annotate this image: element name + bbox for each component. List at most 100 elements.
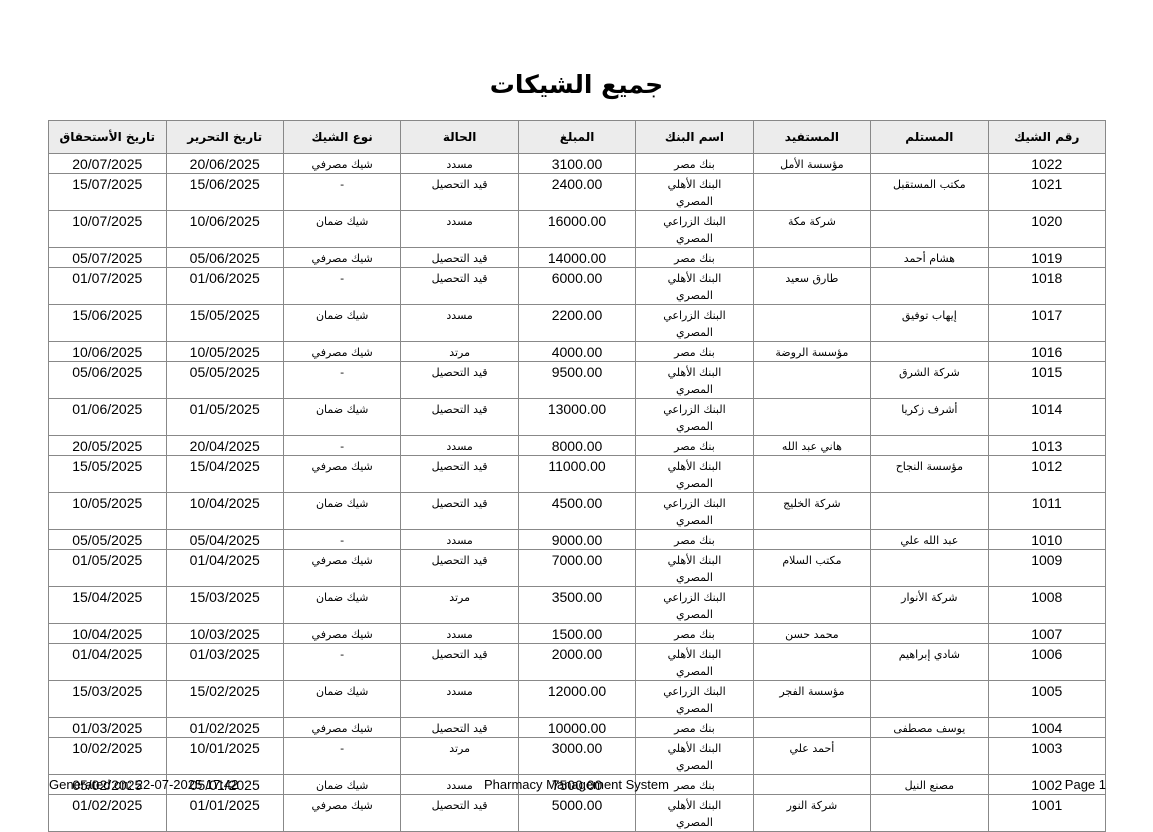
table-cell: شيك ضمان xyxy=(282,680,402,718)
table-cell: شيك مصرفي xyxy=(282,549,402,587)
table-cell: 1008 xyxy=(987,586,1107,624)
table-cell: بنك مصر xyxy=(635,247,754,268)
table-cell: 1005 xyxy=(987,680,1107,718)
table-cell: البنك الأهلي المصري xyxy=(635,455,754,493)
table-cell: 01/04/2025 xyxy=(165,549,284,587)
table-cell: 05/06/2025 xyxy=(48,361,167,399)
table-cell: شيك مصرفي xyxy=(282,247,402,268)
table-cell: أشرف زكريا xyxy=(870,398,989,436)
system-name: Pharmacy Management System xyxy=(484,777,669,792)
table-cell: 12000.00 xyxy=(517,680,637,718)
table-cell xyxy=(752,173,872,211)
table-cell: 20/07/2025 xyxy=(48,153,167,174)
bank-name: البنك الزراعي المصري xyxy=(663,591,726,621)
table-cell: البنك الأهلي المصري xyxy=(635,794,754,832)
table-cell: محمد حسن xyxy=(752,623,872,644)
table-cell: مسدد xyxy=(400,774,519,795)
table-cell: قيد التحصيل xyxy=(400,794,519,832)
table-cell: 15/06/2025 xyxy=(48,304,167,342)
table-cell: شيك مصرفي xyxy=(282,455,402,493)
table-cell: - xyxy=(282,361,402,399)
table-cell: شيك ضمان xyxy=(282,586,402,624)
table-cell: - xyxy=(282,529,402,550)
column-header: المبلغ xyxy=(517,120,637,154)
table-cell: 1011 xyxy=(987,492,1107,530)
table-cell xyxy=(870,549,989,587)
table-cell: شيك مصرفي xyxy=(282,717,402,738)
table-cell: مسدد xyxy=(400,304,519,342)
bank-name: البنك الزراعي المصري xyxy=(663,309,726,339)
table-cell: 5000.00 xyxy=(517,794,637,832)
table-cell: البنك الزراعي المصري xyxy=(635,398,754,436)
table-cell: شركة النور xyxy=(752,794,872,832)
table-cell: 15/07/2025 xyxy=(48,173,167,211)
header-row: رقم الشيك المستلم المستفيد اسم البنك المبلغ ا… xyxy=(48,120,1107,154)
table-body: 1022 مؤسسة الأمل بنك مصر 3100.00 مسدد شيك مصر… xyxy=(48,153,1107,832)
column-header: اسم البنك xyxy=(635,120,754,154)
table-cell: قيد التحصيل xyxy=(400,247,519,268)
column-header: المستلم xyxy=(870,120,989,154)
table-cell: البنك الأهلي المصري xyxy=(635,267,754,305)
table-cell: - xyxy=(282,173,402,211)
table-cell: 1019 xyxy=(987,247,1107,268)
table-cell: 1015 xyxy=(987,361,1107,399)
table-cell: قيد التحصيل xyxy=(400,361,519,399)
table-cell: - xyxy=(282,643,402,681)
table-cell: 01/03/2025 xyxy=(48,717,167,738)
table-cell: شيك ضمان xyxy=(282,492,402,530)
table-cell: البنك الأهلي المصري xyxy=(635,643,754,681)
table-cell: 11000.00 xyxy=(517,455,637,493)
table-cell: 01/02/2025 xyxy=(165,717,284,738)
bank-name: بنك مصر xyxy=(674,346,715,359)
table-cell: البنك الزراعي المصري xyxy=(635,586,754,624)
table-cell: 01/06/2025 xyxy=(48,398,167,436)
table-row: 1009 مكتب السلام البنك الأهلي المصري 7000.0… xyxy=(48,549,1107,587)
table-cell: 2200.00 xyxy=(517,304,637,342)
table-cell: 05/07/2025 xyxy=(48,247,167,268)
table-cell: مسدد xyxy=(400,680,519,718)
table-row: 1004 يوسف مصطفى بنك مصر 10000.00 قيد التحصيل… xyxy=(48,717,1107,738)
table-cell: 10/06/2025 xyxy=(165,210,284,248)
table-row: 1006 شادي إبراهيم البنك الأهلي المصري 2000.… xyxy=(48,643,1107,681)
column-header: الحالة xyxy=(400,120,519,154)
table-cell: 9500.00 xyxy=(517,361,637,399)
table-cell: 14000.00 xyxy=(517,247,637,268)
table-cell: - xyxy=(282,737,402,775)
table-cell: 1022 xyxy=(987,153,1107,174)
table-cell xyxy=(870,341,989,362)
table-cell: 20/04/2025 xyxy=(165,435,284,456)
column-header: المستفيد xyxy=(752,120,872,154)
table-cell: 05/04/2025 xyxy=(165,529,284,550)
table-cell: 1017 xyxy=(987,304,1107,342)
table-cell: 15/04/2025 xyxy=(165,455,284,493)
table-row: 1003 أحمد علي البنك الأهلي المصري 3000.00 مر… xyxy=(48,737,1107,775)
table-cell: قيد التحصيل xyxy=(400,492,519,530)
table-cell: 15/05/2025 xyxy=(165,304,284,342)
table-cell: 16000.00 xyxy=(517,210,637,248)
table-cell: مكتب المستقبل xyxy=(870,173,989,211)
table-cell xyxy=(752,586,872,624)
table-cell: شادي إبراهيم xyxy=(870,643,989,681)
table-cell: بنك مصر xyxy=(635,623,754,644)
table-cell: 01/02/2025 xyxy=(48,794,167,832)
table-cell: 10/04/2025 xyxy=(165,492,284,530)
table-cell: عبد الله علي xyxy=(870,529,989,550)
bank-name: البنك الزراعي المصري xyxy=(663,497,726,527)
table-row: 1019 هشام أحمد بنك مصر 14000.00 قيد التحصيل ش… xyxy=(48,247,1107,268)
table-cell: أحمد علي xyxy=(752,737,872,775)
table-cell: 01/04/2025 xyxy=(48,643,167,681)
table-cell: مسدد xyxy=(400,435,519,456)
table-cell: إيهاب توفيق xyxy=(870,304,989,342)
table-cell: البنك الأهلي المصري xyxy=(635,549,754,587)
bank-name: البنك الأهلي المصري xyxy=(667,272,722,302)
bank-name: بنك مصر xyxy=(674,722,715,735)
table-cell: 10/02/2025 xyxy=(48,737,167,775)
table-cell xyxy=(752,361,872,399)
table-cell: مؤسسة النجاح xyxy=(870,455,989,493)
table-cell: شيك ضمان xyxy=(282,398,402,436)
table-cell: 1020 xyxy=(987,210,1107,248)
table-cell: قيد التحصيل xyxy=(400,455,519,493)
table-cell: قيد التحصيل xyxy=(400,398,519,436)
table-cell xyxy=(752,398,872,436)
table-cell: 10000.00 xyxy=(517,717,637,738)
